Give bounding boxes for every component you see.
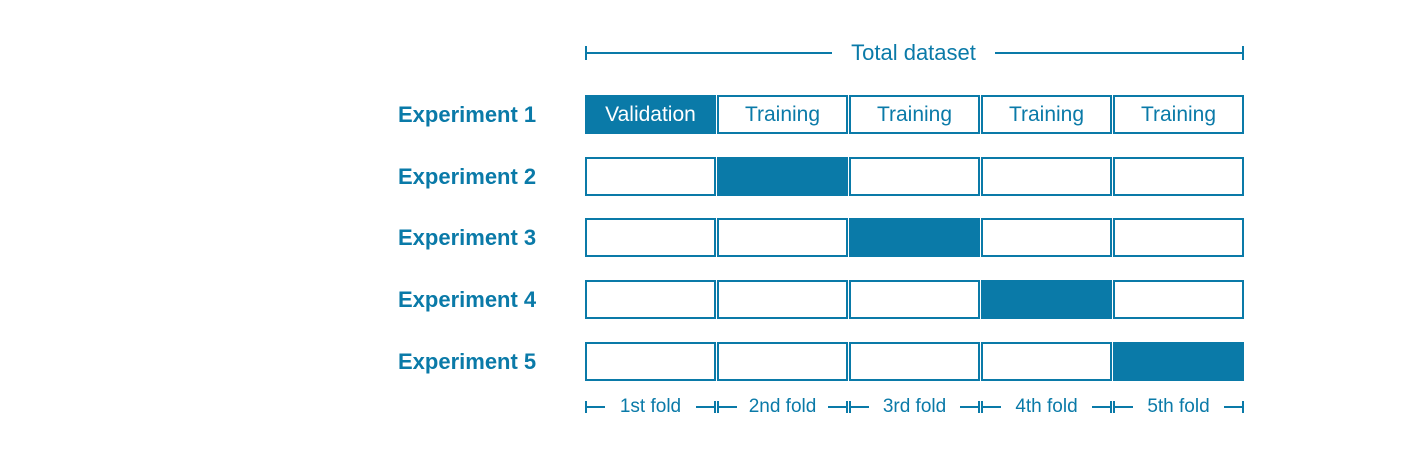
training-fold-cell <box>717 280 848 319</box>
training-fold-cell <box>849 157 980 196</box>
fold-right-tick <box>960 406 980 408</box>
training-fold-cell <box>981 157 1112 196</box>
experiment-label: Experiment 3 <box>398 225 537 250</box>
experiment-label: Experiment 5 <box>398 349 537 374</box>
experiment-label: Experiment 2 <box>398 164 537 189</box>
fold-marker: 3rd fold <box>849 394 980 420</box>
validation-fold-cell <box>981 280 1112 319</box>
fold-right-cap <box>714 401 716 413</box>
fold-left-tick <box>1113 406 1133 408</box>
total-dataset-label: Total dataset <box>851 40 976 65</box>
experiment-row: Experiment 2 <box>0 157 1428 196</box>
training-fold-cell <box>717 342 848 381</box>
experiment-row: Experiment 4 <box>0 280 1428 319</box>
total-dataset-span: Total dataset <box>585 40 1244 66</box>
fold-label: 1st fold <box>619 396 682 417</box>
fold-right-tick <box>1224 406 1244 408</box>
training-fold-cell <box>849 342 980 381</box>
fold-right-cap <box>978 401 980 413</box>
fold-right-cap <box>846 401 848 413</box>
training-fold-cell: Training <box>717 95 848 134</box>
fold-right-cap <box>1242 401 1244 413</box>
fold-left-tick <box>585 406 605 408</box>
training-fold-cell: Training <box>849 95 980 134</box>
fold-marker: 4th fold <box>981 394 1112 420</box>
training-fold-cell <box>585 280 716 319</box>
training-fold-cell <box>849 280 980 319</box>
validation-fold-cell: Validation <box>585 95 716 134</box>
fold-marker: 2nd fold <box>717 394 848 420</box>
training-fold-cell <box>585 218 716 257</box>
fold-label: 5th fold <box>1147 396 1210 417</box>
fold-label: 4th fold <box>1015 396 1078 417</box>
fold-right-tick <box>696 406 716 408</box>
training-fold-cell <box>585 342 716 381</box>
fold-label: 2nd fold <box>748 396 817 417</box>
experiment-label: Experiment 1 <box>398 102 537 127</box>
fold-marker: 5th fold <box>1113 394 1244 420</box>
fold-left-tick <box>981 406 1001 408</box>
training-fold-cell: Training <box>1113 95 1244 134</box>
training-fold-cell <box>717 218 848 257</box>
fold-label: 3rd fold <box>882 396 947 417</box>
experiment-row: Experiment 1 Validation Training Training Tr… <box>0 95 1428 134</box>
total-dataset-right-cap <box>1242 46 1244 60</box>
training-fold-cell <box>1113 157 1244 196</box>
training-fold-cell <box>1113 218 1244 257</box>
training-fold-cell <box>1113 280 1244 319</box>
training-fold-cell: Training <box>981 95 1112 134</box>
validation-fold-cell <box>1113 342 1244 381</box>
fold-right-cap <box>1110 401 1112 413</box>
validation-fold-cell <box>717 157 848 196</box>
fold-left-tick <box>849 406 869 408</box>
training-fold-cell <box>585 157 716 196</box>
fold-left-tick <box>717 406 737 408</box>
training-fold-cell <box>981 342 1112 381</box>
fold-marker: 1st fold <box>585 394 716 420</box>
experiment-label: Experiment 4 <box>398 287 537 312</box>
total-dataset-left-line <box>585 52 832 54</box>
validation-fold-cell <box>849 218 980 257</box>
fold-right-tick <box>828 406 848 408</box>
training-fold-cell <box>981 218 1112 257</box>
fold-right-tick <box>1092 406 1112 408</box>
experiment-row: Experiment 5 <box>0 342 1428 381</box>
total-dataset-right-line <box>995 52 1244 54</box>
fold-markers: 1st fold 2nd fold 3rd fold 4th fold 5th fold <box>0 394 1428 420</box>
experiment-row: Experiment 3 <box>0 218 1428 257</box>
